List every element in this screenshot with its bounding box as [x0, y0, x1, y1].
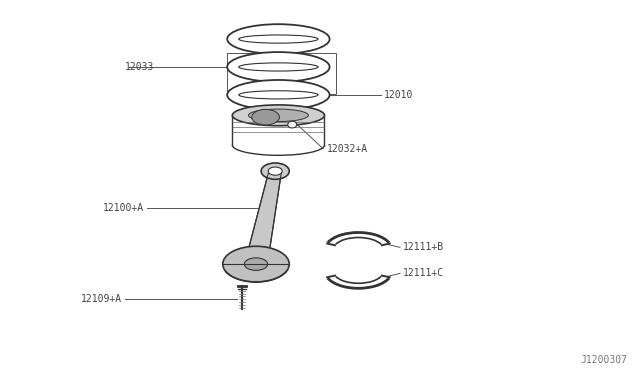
Text: 12033: 12033 [125, 62, 154, 72]
Bar [227, 53, 336, 94]
Ellipse shape [252, 109, 280, 125]
Ellipse shape [232, 105, 324, 126]
Ellipse shape [248, 109, 308, 122]
Ellipse shape [223, 246, 289, 282]
Polygon shape [244, 171, 282, 264]
Ellipse shape [239, 63, 318, 71]
Text: 12109+A: 12109+A [81, 295, 122, 304]
Ellipse shape [227, 80, 330, 110]
Text: 12111+C: 12111+C [403, 269, 444, 278]
Ellipse shape [239, 91, 318, 99]
Ellipse shape [227, 24, 330, 54]
Ellipse shape [227, 52, 330, 82]
Ellipse shape [239, 35, 318, 43]
Ellipse shape [261, 163, 289, 179]
Text: 12111+B: 12111+B [403, 243, 444, 252]
Text: 12100+A: 12100+A [103, 203, 144, 213]
Ellipse shape [244, 258, 268, 270]
Ellipse shape [288, 121, 297, 128]
Text: 12032+A: 12032+A [326, 144, 367, 154]
Text: 12010: 12010 [384, 90, 413, 100]
Text: J1200307: J1200307 [580, 355, 627, 365]
Ellipse shape [268, 167, 282, 175]
